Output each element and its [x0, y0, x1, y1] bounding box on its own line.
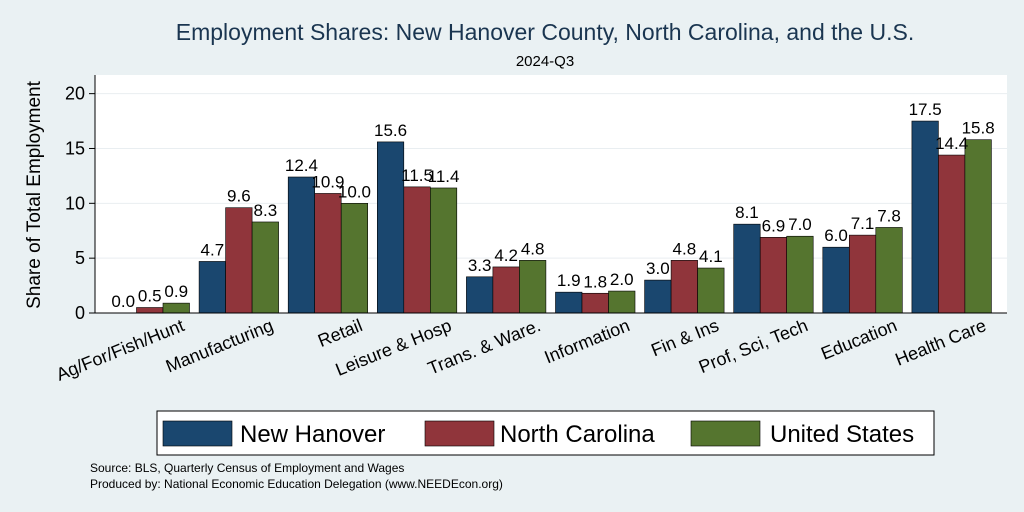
bar — [733, 223, 761, 314]
data-label: 8.1 — [735, 203, 759, 222]
value-labels: 0.0 0.5 0.9 4.7 9.68.3 12.410.910.0 15.6 11.511… — [111, 100, 994, 311]
legend-swatch — [162, 420, 233, 447]
legend-label: North Carolina — [500, 421, 655, 448]
data-label: 15.8 — [962, 119, 995, 138]
legend-label: New Hanover — [240, 421, 385, 448]
bar — [287, 176, 316, 314]
data-label: 4.7 — [201, 240, 225, 259]
bar — [429, 187, 458, 314]
bar — [608, 290, 636, 314]
bar — [162, 302, 190, 314]
y-tick-label: 20 — [65, 84, 85, 104]
bar — [136, 307, 164, 314]
data-label: 6.9 — [762, 216, 786, 235]
bar — [314, 193, 342, 314]
y-tick-label: 5 — [75, 248, 85, 268]
legend-swatch — [424, 420, 495, 447]
data-label: 8.3 — [254, 201, 278, 220]
bar — [822, 246, 850, 314]
bar — [340, 203, 369, 314]
data-label: 15.6 — [374, 121, 407, 140]
data-label: 6.0 — [824, 226, 848, 245]
bar — [466, 276, 494, 314]
data-label: 1.9 — [557, 271, 581, 290]
data-label: 7.1 — [851, 214, 875, 233]
bar — [555, 291, 583, 314]
y-tick-label: 0 — [75, 303, 85, 323]
bar — [938, 154, 966, 314]
bar — [198, 261, 226, 314]
data-label: 2.0 — [610, 270, 634, 289]
data-label: 0.0 — [111, 292, 135, 311]
bar — [964, 139, 992, 314]
bar — [403, 186, 431, 314]
data-label: 1.8 — [583, 272, 607, 291]
bar — [376, 141, 405, 314]
bar — [875, 227, 903, 314]
bar — [697, 267, 725, 314]
legend: New Hanover North Carolina United States — [156, 410, 935, 456]
data-label: 11.4 — [428, 167, 460, 186]
data-label: 11.5 — [401, 166, 433, 185]
data-label: 17.5 — [909, 100, 942, 119]
source-note: Source: BLS, Quarterly Census of Employm… — [90, 461, 404, 475]
bar — [581, 292, 609, 314]
data-label: 7.8 — [877, 206, 901, 225]
bar — [519, 260, 547, 314]
legend-box — [156, 410, 935, 456]
bars — [136, 120, 992, 314]
data-label: 0.9 — [164, 282, 188, 301]
data-label: 4.2 — [494, 246, 518, 265]
bar — [492, 266, 520, 314]
chart-subtitle: 2024-Q3 — [516, 53, 574, 70]
data-label: 7.0 — [788, 215, 812, 234]
data-label: 3.3 — [468, 256, 492, 275]
data-label: 9.6 — [227, 187, 251, 206]
bar — [786, 235, 814, 314]
data-label: 3.0 — [646, 259, 670, 278]
y-tick-label: 10 — [65, 193, 85, 213]
data-label: 12.4 — [285, 156, 318, 175]
chart-title: Employment Shares: New Hanover County, N… — [176, 19, 914, 45]
bar — [251, 221, 279, 314]
data-label: 4.8 — [521, 239, 545, 258]
y-axis-title: Share of Total Employment — [24, 80, 45, 308]
bar — [644, 279, 672, 314]
data-label: 10.0 — [338, 182, 371, 201]
legend-swatch — [690, 420, 761, 447]
produced-by-note: Produced by: National Economic Education… — [90, 477, 503, 491]
data-label: 10.9 — [311, 172, 344, 191]
data-label: 0.5 — [138, 287, 162, 306]
legend-label: United States — [770, 421, 914, 448]
bar — [670, 260, 698, 314]
y-axis: 0 5 10 15 20 — [65, 75, 96, 323]
data-label: 4.8 — [673, 239, 697, 258]
bar — [911, 120, 939, 314]
data-label: 4.1 — [699, 247, 723, 266]
bar — [225, 207, 253, 314]
bar — [848, 234, 877, 314]
y-tick-label: 15 — [65, 138, 85, 158]
data-label: 14.4 — [935, 134, 968, 153]
bar — [759, 237, 788, 314]
